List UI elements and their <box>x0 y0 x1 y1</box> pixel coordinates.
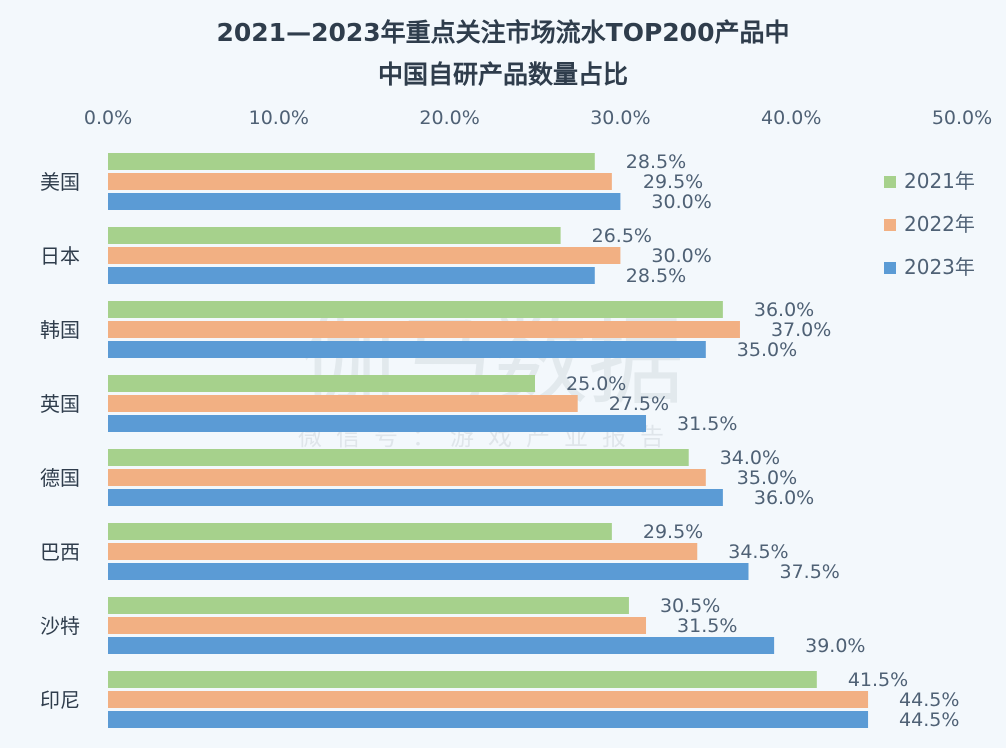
data-label: 36.0% <box>754 487 814 509</box>
category-label: 德国 <box>40 466 80 490</box>
category-label: 印尼 <box>40 688 80 712</box>
data-label: 36.0% <box>754 299 814 321</box>
legend-label: 2021年 <box>904 169 975 193</box>
data-label: 34.0% <box>720 447 780 469</box>
legend: 2021年 2022年 2023年 <box>884 169 975 279</box>
bar <box>108 415 647 432</box>
legend-swatch <box>884 176 896 188</box>
legend-swatch <box>884 262 896 274</box>
x-tick-label: 20.0% <box>419 107 479 129</box>
data-label: 26.5% <box>592 225 652 247</box>
data-label: 29.5% <box>643 521 703 543</box>
data-label: 39.0% <box>805 635 865 657</box>
data-label: 44.5% <box>899 689 959 711</box>
bar <box>108 375 535 392</box>
bar <box>108 341 706 358</box>
data-label: 25.0% <box>566 373 626 395</box>
bar <box>108 193 621 210</box>
bar <box>108 543 698 560</box>
x-tick-label: 40.0% <box>761 107 821 129</box>
data-label: 37.5% <box>780 561 840 583</box>
category-label: 沙特 <box>40 614 80 638</box>
bars-group: 28.5%29.5%30.0%26.5%30.0%28.5%36.0%37.0%… <box>108 151 959 731</box>
legend-label: 2023年 <box>904 255 975 279</box>
bar <box>108 711 869 728</box>
data-label: 30.0% <box>651 245 711 267</box>
bar <box>108 691 869 708</box>
data-label: 41.5% <box>848 669 908 691</box>
bar <box>108 489 723 506</box>
data-label: 37.0% <box>771 319 831 341</box>
bar <box>108 469 706 486</box>
x-tick-label: 0.0% <box>84 107 132 129</box>
bar <box>108 267 595 284</box>
category-label: 美国 <box>40 170 80 194</box>
bar <box>108 671 817 688</box>
category-label: 英国 <box>40 392 80 416</box>
bar <box>108 321 740 338</box>
data-label: 35.0% <box>737 339 797 361</box>
data-label: 44.5% <box>899 709 959 731</box>
bar <box>108 563 749 580</box>
data-label: 31.5% <box>677 413 737 435</box>
bar <box>108 449 689 466</box>
bar <box>108 597 629 614</box>
x-tick-label: 10.0% <box>249 107 309 129</box>
category-label: 日本 <box>40 244 80 268</box>
category-label: 巴西 <box>40 540 80 564</box>
data-label: 30.5% <box>660 595 720 617</box>
category-label: 韩国 <box>40 318 80 342</box>
bar <box>108 247 621 264</box>
bar <box>108 173 612 190</box>
bar <box>108 153 595 170</box>
legend-swatch <box>884 219 896 231</box>
x-tick-label: 50.0% <box>932 107 992 129</box>
data-label: 30.0% <box>651 191 711 213</box>
chart-subtitle: 中国自研产品数量占比 <box>377 60 628 89</box>
data-label: 28.5% <box>626 265 686 287</box>
data-label: 29.5% <box>643 171 703 193</box>
data-label: 27.5% <box>609 393 669 415</box>
data-label: 34.5% <box>728 541 788 563</box>
bar <box>108 637 775 654</box>
chart-title: 2021—2023年重点关注市场流水TOP200产品中 <box>216 18 790 47</box>
bar <box>108 227 561 244</box>
bar <box>108 523 612 540</box>
legend-label: 2022年 <box>904 212 975 236</box>
bar <box>108 395 578 412</box>
data-label: 31.5% <box>677 615 737 637</box>
bar <box>108 617 647 634</box>
bar <box>108 301 723 318</box>
x-tick-label: 30.0% <box>590 107 650 129</box>
data-label: 28.5% <box>626 151 686 173</box>
data-label: 35.0% <box>737 467 797 489</box>
x-axis-ticks: 0.0% 10.0% 20.0% 30.0% 40.0% 50.0% <box>84 107 992 129</box>
